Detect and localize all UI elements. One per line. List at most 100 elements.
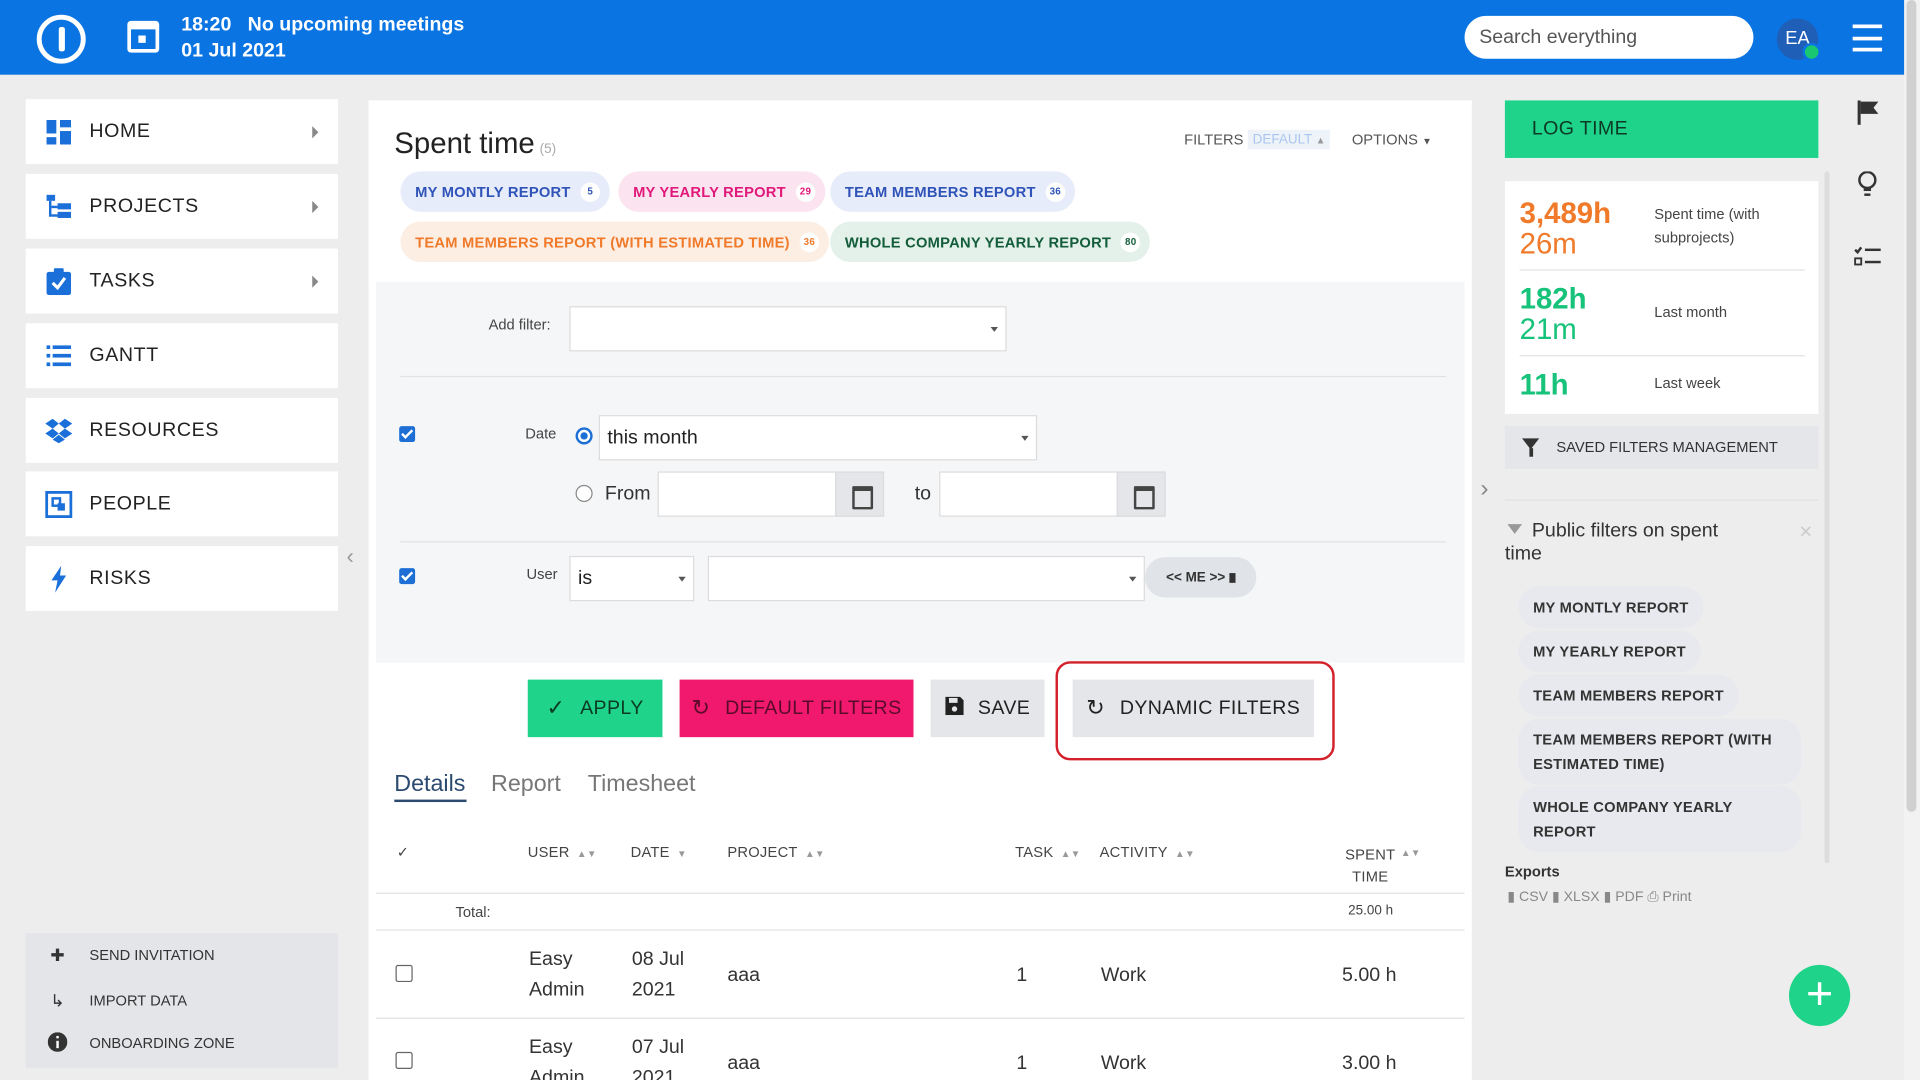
- tab-report[interactable]: Report: [491, 771, 561, 798]
- public-filter-chip[interactable]: WHOLE COMPANY YEARLY REPORT: [1518, 786, 1802, 853]
- user-operator-select[interactable]: is: [569, 555, 695, 602]
- default-badge-text: DEFAULT: [1252, 132, 1313, 147]
- sort-icon: ▲▼: [1060, 848, 1081, 860]
- export-xlsx-link[interactable]: XLSX: [1563, 890, 1600, 905]
- sidebar-item-home[interactable]: HOME: [25, 99, 338, 165]
- chevron-down-icon: [990, 326, 998, 332]
- default-badge[interactable]: DEFAULT ▲: [1247, 129, 1331, 150]
- add-filter-select[interactable]: [569, 306, 1007, 352]
- cell-task[interactable]: 1: [1016, 1053, 1028, 1074]
- sidebar-item-people[interactable]: PEOPLE: [25, 471, 338, 537]
- chevron-down-icon: [1128, 576, 1137, 582]
- list-icon: [45, 342, 72, 369]
- search-input[interactable]: Search everything: [1464, 15, 1754, 59]
- column-header-user[interactable]: USER ▲▼: [528, 844, 597, 861]
- column-header-label: USER: [527, 843, 570, 861]
- saved-query-chip[interactable]: WHOLE COMPANY YEARLY REPORT 80: [830, 221, 1151, 263]
- sidebar-item-projects[interactable]: PROJECTS: [25, 173, 338, 239]
- cell-project[interactable]: aaa: [727, 964, 761, 986]
- default-filters-button[interactable]: ↻ DEFAULT FILTERS: [679, 679, 914, 738]
- row-checkbox[interactable]: [395, 1051, 413, 1069]
- add-fab-button[interactable]: +: [1788, 964, 1851, 1027]
- expand-sidebar-icon[interactable]: ›: [1480, 475, 1489, 503]
- tab-details[interactable]: Details: [394, 771, 466, 798]
- collapse-sidebar-icon[interactable]: ‹: [346, 543, 354, 569]
- public-filter-chip[interactable]: MY MONTLY REPORT: [1518, 586, 1704, 629]
- saved-query-chip[interactable]: TEAM MEMBERS REPORT (WITH ESTIMATED TIME…: [400, 221, 829, 263]
- select-all-header[interactable]: ✓: [396, 843, 410, 861]
- date-filter-label: Date: [525, 424, 557, 443]
- checklist-icon[interactable]: [1854, 246, 1881, 274]
- export-csv-link[interactable]: CSV: [1519, 890, 1549, 905]
- options-toggle[interactable]: OPTIONS ▼: [1351, 131, 1432, 149]
- tab-timesheet[interactable]: Timesheet: [587, 771, 696, 798]
- date-period-select[interactable]: this month: [598, 415, 1038, 461]
- cell-project[interactable]: aaa: [727, 1053, 761, 1074]
- column-header-spent-time[interactable]: SPENT TIME: [1340, 844, 1401, 888]
- calendar-icon[interactable]: [127, 20, 160, 53]
- cell-spent-time[interactable]: 3.00 h: [1342, 1053, 1397, 1074]
- filters-toggle[interactable]: FILTERS: [1184, 131, 1244, 149]
- column-header-project[interactable]: PROJECT ▲▼: [727, 844, 825, 861]
- cell-date[interactable]: 07 Jul 2021: [631, 1037, 685, 1080]
- column-header-task[interactable]: TASK ▲▼: [1015, 844, 1081, 861]
- app-logo-icon[interactable]: [36, 14, 86, 64]
- calendar-icon[interactable]: [835, 471, 885, 517]
- top-bar: 18:20 No upcoming meetings 01 Jul 2021 S…: [0, 0, 1920, 75]
- people-icon: [45, 490, 73, 518]
- user-value-select[interactable]: [707, 555, 1145, 602]
- meeting-status[interactable]: 18:20 No upcoming meetings: [181, 15, 464, 37]
- public-filter-chip[interactable]: MY YEARLY REPORT: [1518, 630, 1701, 673]
- sidebar-item-risks[interactable]: RISKS: [25, 546, 338, 612]
- saved-query-chip[interactable]: TEAM MEMBERS REPORT 36: [830, 171, 1075, 212]
- lightbulb-icon[interactable]: [1858, 170, 1878, 204]
- scrollbar-thumb[interactable]: [1906, 0, 1917, 812]
- saved-query-chip[interactable]: MY YEARLY REPORT 29: [618, 171, 826, 212]
- date-from-input[interactable]: [657, 471, 837, 517]
- column-header-label: SPENT TIME: [1345, 846, 1396, 886]
- page-scrollbar[interactable]: [1904, 0, 1920, 1080]
- sidebar-bottom-label: SEND INVITATION: [89, 946, 215, 964]
- cell-date[interactable]: 08 Jul 2021: [631, 948, 685, 1001]
- export-print-link[interactable]: Print: [1662, 890, 1692, 905]
- cell-user[interactable]: Easy Admin: [528, 948, 585, 1001]
- from-label: From: [604, 483, 651, 505]
- saved-query-chip[interactable]: MY MONTLY REPORT 5: [400, 171, 610, 212]
- user-filter-checkbox[interactable]: [399, 568, 416, 585]
- date-to-input[interactable]: [939, 471, 1118, 517]
- cell-user[interactable]: Easy Admin: [528, 1037, 585, 1080]
- me-button[interactable]: << ME >>: [1144, 557, 1257, 598]
- sidebar-bottom-label: IMPORT DATA: [89, 991, 188, 1009]
- sidebar-scrollbar[interactable]: [1824, 171, 1830, 864]
- send-invitation-link[interactable]: ✚ SEND INVITATION: [26, 937, 338, 974]
- current-time: 18:20: [181, 14, 232, 36]
- sidebar-item-resources[interactable]: RESOURCES: [25, 397, 338, 463]
- public-filter-chip[interactable]: TEAM MEMBERS REPORT (WITH ESTIMATED TIME…: [1518, 718, 1802, 785]
- sidebar-item-tasks[interactable]: TASKS: [25, 248, 338, 314]
- column-header-date[interactable]: DATE ▼: [631, 844, 687, 861]
- date-filter-checkbox[interactable]: [399, 426, 416, 443]
- saved-filters-management-button[interactable]: SAVED FILTERS MANAGEMENT: [1504, 426, 1819, 469]
- column-header-activity[interactable]: ACTIVITY ▲▼: [1100, 844, 1195, 861]
- date-period-radio[interactable]: [575, 427, 593, 445]
- export-pdf-link[interactable]: PDF: [1615, 890, 1644, 905]
- menu-icon[interactable]: [1852, 24, 1883, 52]
- saved-query-label: MY YEARLY REPORT: [633, 183, 786, 201]
- onboarding-zone-link[interactable]: ONBOARDING ZONE: [26, 1025, 338, 1062]
- date-range-radio[interactable]: [575, 484, 593, 503]
- dynamic-filters-button[interactable]: ↻ DYNAMIC FILTERS: [1072, 679, 1314, 738]
- avatar[interactable]: EA: [1776, 18, 1821, 62]
- meetings-text: No upcoming meetings: [247, 14, 465, 36]
- save-button[interactable]: SAVE: [930, 679, 1045, 738]
- cell-spent-time[interactable]: 5.00 h: [1342, 964, 1397, 986]
- apply-button[interactable]: ✓ APPLY: [527, 679, 663, 738]
- log-time-button[interactable]: LOG TIME: [1504, 100, 1819, 158]
- public-filter-chip[interactable]: TEAM MEMBERS REPORT: [1518, 674, 1739, 717]
- row-checkbox[interactable]: [395, 964, 413, 983]
- cell-task[interactable]: 1: [1016, 964, 1028, 986]
- sidebar-item-gantt[interactable]: GANTT: [25, 323, 338, 389]
- import-data-link[interactable]: ↳ IMPORT DATA: [26, 982, 338, 1019]
- close-icon[interactable]: ✕: [1798, 521, 1814, 542]
- calendar-icon[interactable]: [1116, 471, 1166, 517]
- flag-icon[interactable]: [1857, 100, 1880, 131]
